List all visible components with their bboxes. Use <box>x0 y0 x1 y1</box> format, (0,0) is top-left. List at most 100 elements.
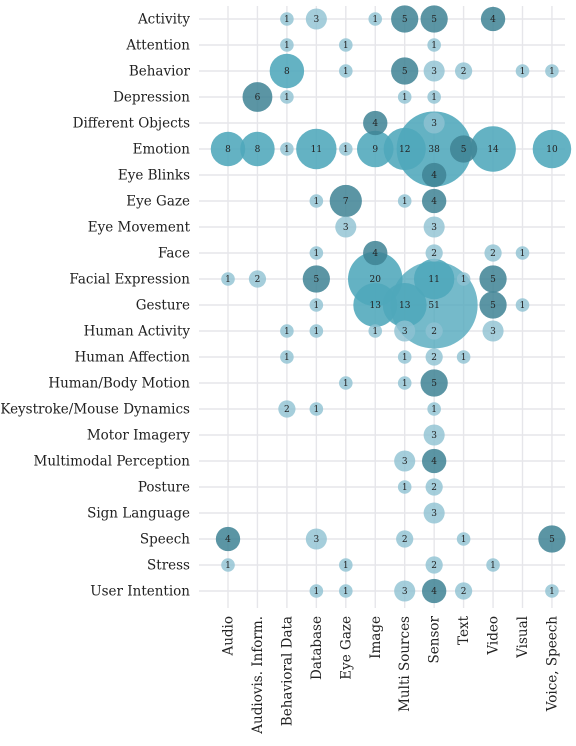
bubble-behavior-sensor <box>423 60 445 82</box>
bubble-value-label: 4 <box>431 587 437 597</box>
bubble-behavior-text <box>454 62 473 80</box>
bubble-value-label: 3 <box>431 431 437 441</box>
bubble-value-label: 1 <box>343 561 349 571</box>
bubble-value-label: 10 <box>546 145 558 155</box>
bubble-value-label: 3 <box>431 509 437 519</box>
bubble-value-label: 2 <box>461 587 467 597</box>
bubble-multimodal-perception-multi-sources <box>394 450 416 472</box>
bubble-value-label: 1 <box>431 405 437 415</box>
bubble-value-label: 1 <box>284 93 290 103</box>
bubble-value-label: 1 <box>343 379 349 389</box>
bubble-value-label: 5 <box>431 15 437 25</box>
bubble-gesture-multi-sources <box>382 283 427 327</box>
bubble-attention-eye-gaze <box>339 38 353 52</box>
bubble-value-label: 6 <box>255 93 261 103</box>
bubble-value-label: 5 <box>490 301 496 311</box>
bubble-user-intention-multi-sources <box>394 580 416 602</box>
bubble-stress-video <box>486 558 500 572</box>
bubble-posture-sensor <box>425 478 443 496</box>
bubble-multimodal-perception-sensor <box>421 448 447 474</box>
bubble-value-label: 1 <box>490 561 496 571</box>
bubble-value-label: 3 <box>431 223 437 233</box>
bubble-facial-expression-text <box>456 272 471 286</box>
bubble-value-label: 1 <box>343 41 349 51</box>
bubble-value-label: 5 <box>402 15 408 25</box>
bubble-human-affection-multi-sources <box>397 350 412 364</box>
x-tick-label: Audiovis. Inform. <box>250 616 266 735</box>
y-tick-label: Gesture <box>136 298 190 314</box>
bubble-human-activity-behavioral-data <box>280 324 294 338</box>
bubble-value-label: 2 <box>431 561 437 571</box>
bubble-value-label: 2 <box>431 327 437 337</box>
bubble-gesture-visual <box>515 298 530 312</box>
bubble-value-label: 4 <box>372 249 378 259</box>
bubble-value-label: 1 <box>461 353 467 363</box>
bubble-value-label: 1 <box>313 327 319 337</box>
bubble-value-label: 1 <box>284 41 290 51</box>
bubble-depression-sensor <box>427 90 441 104</box>
bubble-keystroke-mouse-dynamics-database <box>309 402 324 416</box>
bubble-human-body-motion-sensor <box>420 369 448 397</box>
x-tick-label: Text <box>456 615 472 645</box>
bubble-posture-multi-sources <box>397 480 412 494</box>
y-tick-label: Eye Blinks <box>118 168 190 184</box>
bubble-activity-behavioral-data <box>280 12 294 26</box>
y-tick-label: Multimodal Perception <box>34 454 191 470</box>
bubble-attention-sensor <box>427 38 441 52</box>
bubble-human-body-motion-multi-sources <box>397 376 412 390</box>
bubble-facial-expression-database <box>302 265 330 293</box>
x-tick-label: Voice, Speech <box>544 616 560 713</box>
bubble-user-intention-eye-gaze <box>339 584 353 598</box>
bubble-value-label: 8 <box>284 67 290 77</box>
bubble-emotion-text <box>449 135 478 163</box>
y-tick-label: Keystroke/Mouse Dynamics <box>0 402 190 418</box>
y-tick-label: Human Affection <box>74 350 190 366</box>
bubble-behavior-eye-gaze <box>339 64 353 78</box>
bubble-value-label: 3 <box>402 327 408 337</box>
bubble-value-label: 4 <box>372 119 378 129</box>
bubble-value-label: 1 <box>402 197 408 207</box>
bubble-value-label: 3 <box>402 457 408 467</box>
bubble-value-label: 1 <box>549 587 555 597</box>
bubble-face-image <box>363 240 388 266</box>
bubble-value-label: 38 <box>428 145 440 155</box>
bubble-value-label: 1 <box>225 561 231 571</box>
bubble-value-label: 3 <box>402 587 408 597</box>
bubble-value-label: 5 <box>461 145 467 155</box>
y-tick-label: Motor Imagery <box>87 428 191 444</box>
x-tick-label: Behavioral Data <box>279 616 295 726</box>
y-axis-labels: Activity Attention Behavior Depression Diffe… <box>0 12 190 600</box>
bubble-keystroke-mouse-dynamics-sensor <box>427 402 441 416</box>
bubble-different-objects-sensor <box>423 112 445 134</box>
y-tick-label: Emotion <box>133 142 191 158</box>
bubble-value-label: 1 <box>225 275 231 285</box>
bubble-emotion-database <box>296 128 337 170</box>
bubble-user-intention-database <box>309 584 324 598</box>
bubble-value-label: 1 <box>402 379 408 389</box>
bubble-emotion-image <box>356 130 394 168</box>
x-axis-labels: Audio Audiovis. Inform. Behavioral Data Dat… <box>221 615 561 734</box>
bubble-value-label: 3 <box>313 535 319 545</box>
bubble-value-label: 1 <box>313 587 319 597</box>
bubble-value-label: 1 <box>284 15 290 25</box>
bubble-value-label: 1 <box>284 353 290 363</box>
y-tick-label: Eye Gaze <box>126 194 190 210</box>
x-tick-label: Image <box>368 616 384 659</box>
bubble-value-label: 1 <box>284 327 290 337</box>
bubble-value-label: 5 <box>549 535 555 545</box>
y-tick-label: Human/Body Motion <box>48 376 190 392</box>
bubble-behavior-voice-speech <box>545 64 559 78</box>
bubble-value-label: 5 <box>313 275 319 285</box>
bubble-emotion-multi-sources <box>383 127 426 171</box>
bubble-human-activity-database <box>309 324 324 338</box>
y-tick-label: Facial Expression <box>69 272 190 288</box>
y-tick-label: Different Objects <box>73 116 190 132</box>
bubble-emotion-audio <box>210 131 246 167</box>
bubble-value-label: 9 <box>372 145 378 155</box>
bubble-value-label: 1 <box>313 249 319 259</box>
bubble-human-affection-text <box>456 350 471 364</box>
x-tick-label: Audio <box>221 616 237 657</box>
bubble-behavior-multi-sources <box>391 57 419 85</box>
bubble-value-label: 1 <box>402 93 408 103</box>
bubbles <box>210 5 572 604</box>
